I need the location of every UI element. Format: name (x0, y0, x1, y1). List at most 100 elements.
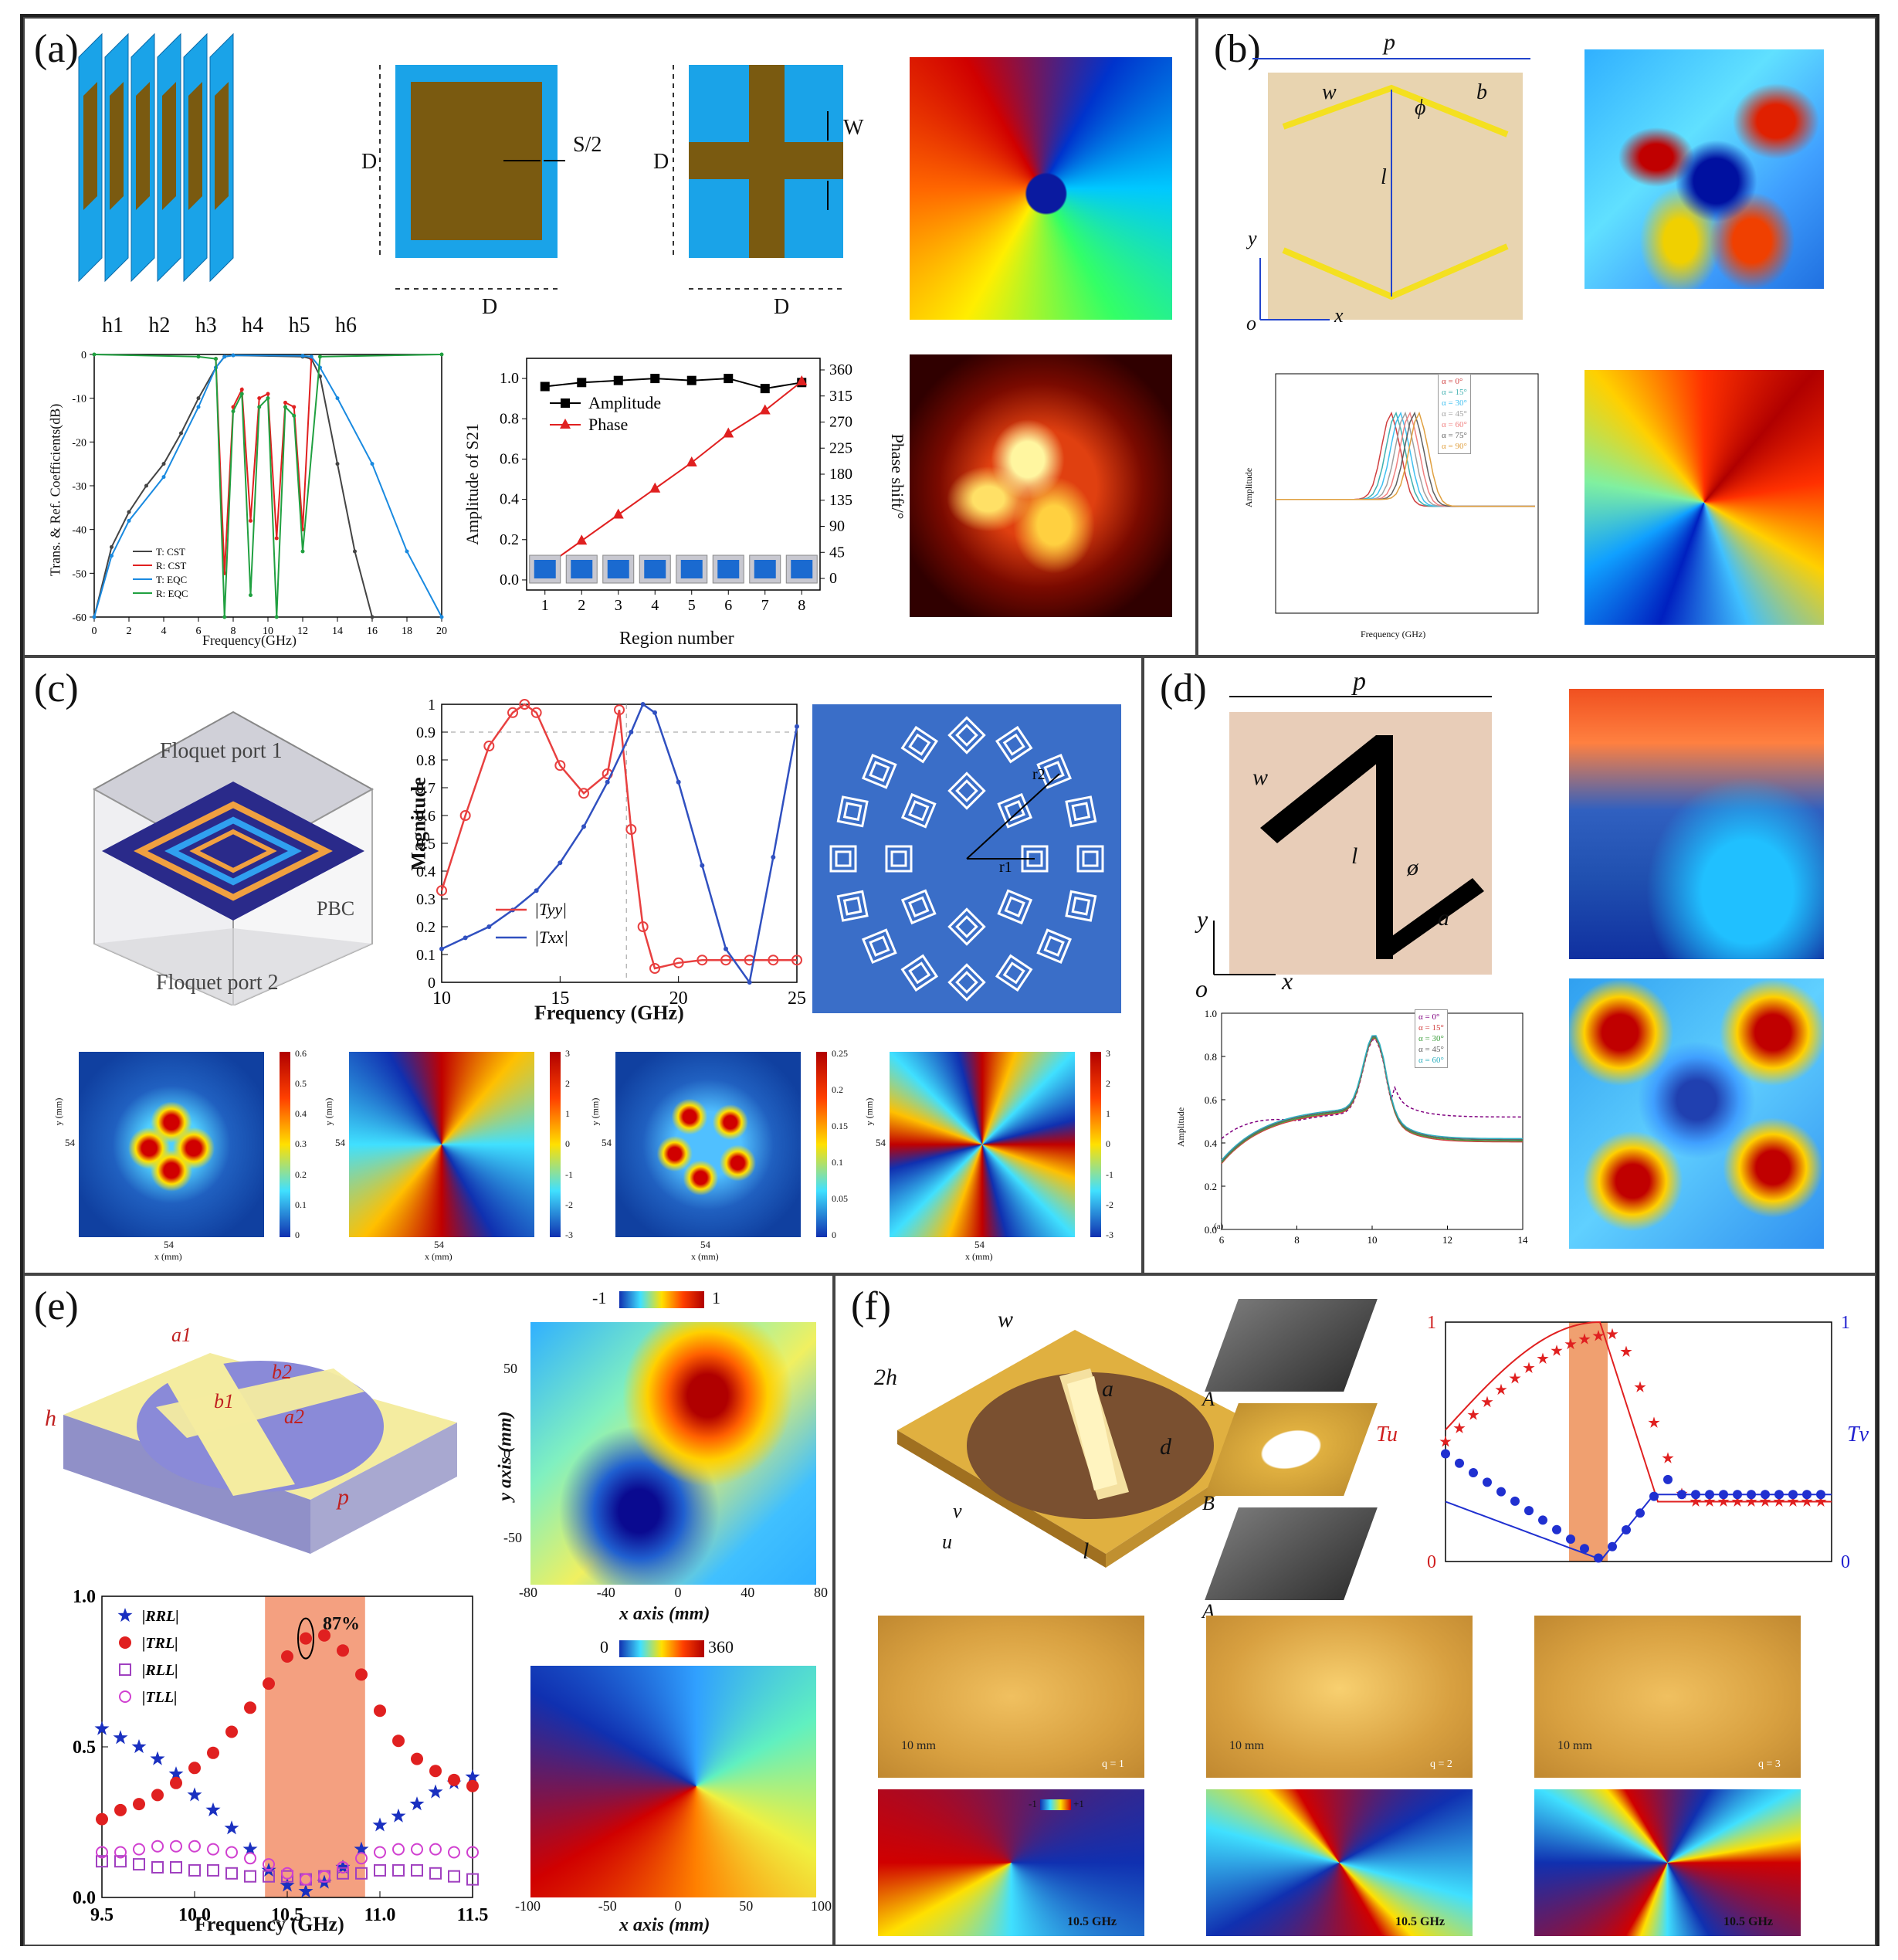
plotE-rll-point (170, 1861, 182, 1874)
plotF-tv-point (1483, 1477, 1492, 1487)
f-sym-v: v (953, 1500, 962, 1522)
plotE-rll-point (337, 1867, 349, 1880)
plotA1-point (309, 354, 314, 359)
plotA2-ytick-right-label: 135 (829, 492, 852, 509)
plotA1-ytick-label: -40 (72, 525, 86, 537)
plotA1-point (370, 615, 375, 619)
plotE-tll-point (411, 1843, 423, 1856)
plotA1-point (257, 396, 262, 401)
f-sym-u: u (942, 1531, 952, 1553)
b-sym-x: x (1334, 304, 1344, 327)
c-array-cell (1076, 845, 1104, 873)
plotA2-ytick-label: 0.0 (500, 571, 519, 588)
b-sym-l: l (1381, 165, 1387, 189)
layer-patch (188, 82, 202, 210)
c-map-1-xlabel: x (mm) (154, 1251, 182, 1262)
b-legend: α = 0° α = 15° α = 30° α = 45° α = 60° α… (1438, 374, 1471, 454)
plotE-trl-point (151, 1789, 164, 1802)
e-sym-h: h (45, 1406, 56, 1431)
f-sym-h: 2h (874, 1365, 897, 1390)
plotA1-point (292, 405, 297, 409)
plotA2-unit-cell (607, 560, 629, 578)
e-map1-cb-max: 1 (712, 1288, 720, 1307)
c-ylabel: Magnitude (407, 777, 430, 871)
plotA2-legend-label: Phase (588, 415, 628, 434)
e-map1-xtick: 0 (674, 1585, 682, 1600)
dim-d-left-cross: D (653, 150, 669, 174)
cb4-tick: -1 (1106, 1168, 1113, 1180)
transmission-reflection-plot: 0 2 4 6 8 10 12 14 16 18 20 0 -10 -20 -30 -40 -50 -60 T: C… (72, 350, 447, 637)
plotA1-point (231, 409, 236, 414)
c-r1: r1 (999, 859, 1012, 876)
plotC-point (649, 963, 660, 974)
e-xlabel: Frequency (GHz) (195, 1913, 344, 1935)
b-ylabel: Amplitude (1243, 467, 1255, 508)
c-colorbar-2 (550, 1052, 561, 1237)
c-map-1 (79, 1052, 264, 1237)
c-array-cell (900, 725, 939, 764)
plotD-series-line (1221, 1038, 1523, 1165)
panel-b-label: (b) (1214, 27, 1261, 71)
c-map-2-ylabel: y (mm) (323, 1097, 334, 1126)
plotA1-xtick-label: 16 (367, 626, 378, 637)
plotA2-xtick-label: 6 (724, 597, 732, 614)
d-sym-p: p (1353, 667, 1366, 696)
plotC-point (581, 824, 586, 829)
panel-c: (c) Floquet port 1 Floquet port 2 PBC 10… (23, 656, 1143, 1274)
plotF-tv-point (1455, 1458, 1464, 1468)
plotD-ytick-label: 0.6 (1205, 1094, 1218, 1106)
plotA2-unit-cell (680, 560, 703, 578)
plotA1-point (249, 518, 253, 523)
plotC-point (637, 921, 649, 932)
b-xlabel: Frequency (GHz) (1361, 629, 1426, 639)
d-legend-item: α = 15° (1418, 1023, 1444, 1033)
plotA2-amplitude-line (544, 378, 802, 390)
plotF-tv-point (1635, 1508, 1645, 1518)
plotA1-point (239, 392, 244, 396)
d-sym-w: w (1252, 765, 1269, 790)
plotF-ytick-right: 0 (1841, 1552, 1850, 1572)
plotE-legend-label: |RRL| (142, 1608, 179, 1625)
plotF-ytick-left: 1 (1427, 1313, 1436, 1333)
plotD-series-line (1221, 1036, 1523, 1162)
f-freq-2: 10.5 GHz (1395, 1915, 1445, 1928)
c-array-cell (885, 845, 913, 873)
plotC-point (771, 855, 776, 860)
e-sym-a2: a2 (284, 1406, 304, 1428)
plotA1-xtick-label: 4 (161, 626, 167, 637)
plotE-tll-point (114, 1846, 127, 1859)
b-legend-item: α = 90° (1442, 442, 1467, 451)
plotC-point (768, 955, 779, 966)
plotA2-unit-cell (754, 560, 776, 578)
plotF-tv-point (1496, 1487, 1506, 1497)
plotE-legend-marker (119, 1663, 131, 1676)
f-q-3: q = 3 (1758, 1758, 1781, 1770)
plotE-trl-point (133, 1798, 145, 1811)
plotE-tll-point (448, 1846, 460, 1859)
e-map2-cb-max: 360 (708, 1637, 734, 1657)
plotA1-point (239, 387, 244, 392)
layer-patch (215, 82, 229, 210)
plotC-point (578, 788, 589, 799)
plotC-xtick-label: 20 (669, 988, 688, 1009)
plotA1-point (110, 554, 114, 558)
plotA1-xtick-label: 2 (127, 626, 132, 637)
c-map-3-axis-x: 54 (700, 1239, 710, 1250)
plotF-tu-point (1759, 1495, 1771, 1507)
plotC-ytick-label: 0.3 (416, 891, 436, 908)
v-shaped-unit-cell (1252, 58, 1530, 320)
f-scale-3: 10 mm (1557, 1739, 1592, 1752)
plotD-ytick-label: 0.2 (1205, 1181, 1217, 1192)
e-map1-xticks: -80 -40 0 40 80 (519, 1585, 828, 1601)
c-map-1-axis-x: 54 (164, 1239, 174, 1250)
plotE-trl-point (392, 1734, 405, 1748)
cb4-tick: 3 (1106, 1048, 1110, 1059)
plotF-tv-point (1538, 1515, 1547, 1525)
plotE-rrl-point (168, 1766, 184, 1781)
c-map-4-axis-y: 54 (876, 1137, 886, 1148)
plotA2-phase-point (759, 404, 771, 415)
plotA1-point (405, 549, 409, 554)
c-array-cell (1036, 753, 1073, 789)
plotA1-point (179, 431, 183, 436)
plotA1-point (283, 400, 287, 405)
